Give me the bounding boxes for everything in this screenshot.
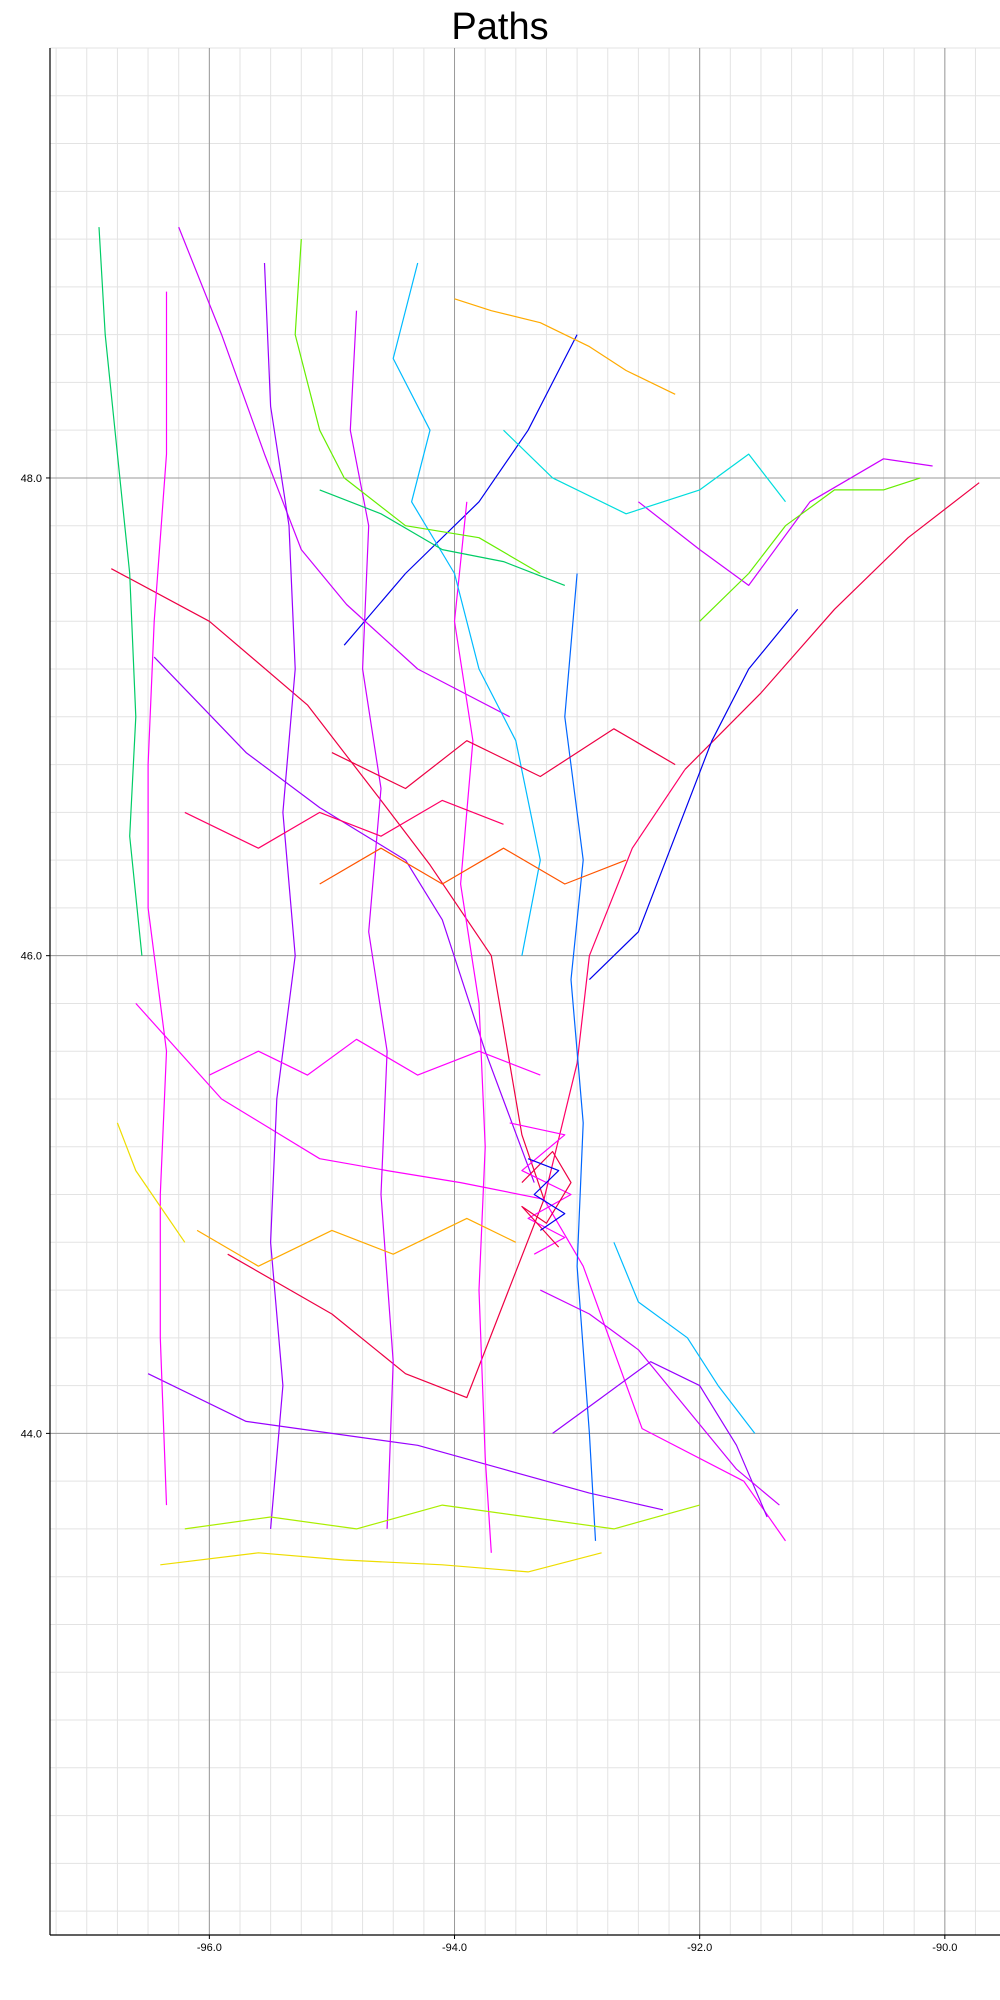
x-tick-label: -90.0 — [932, 1942, 957, 1954]
path-series-14 — [453, 501, 492, 1553]
major-gridlines — [50, 48, 1000, 1935]
x-tick-label: -96.0 — [197, 1942, 222, 1954]
path-series-22 — [196, 1217, 517, 1267]
path-series-2 — [684, 482, 980, 770]
path-series-23 — [319, 847, 627, 885]
path-series-8 — [147, 1373, 664, 1511]
path-series-30 — [184, 799, 504, 849]
path-series-26 — [552, 1361, 768, 1518]
path-series-29 — [209, 1038, 541, 1076]
path-series-34 — [116, 1122, 186, 1243]
path-series-10 — [638, 458, 933, 586]
path-series-1 — [543, 1198, 786, 1542]
tick-labels: -96.0 -94.0 -92.0 -90.0 44.0 46.0 48.0 — [21, 473, 958, 1954]
path-series-25 — [588, 608, 799, 981]
path-series-20 — [184, 1504, 700, 1530]
path-series-31 — [509, 1122, 572, 1255]
path-series-3 — [543, 769, 686, 1200]
path-series-12 — [263, 262, 296, 1529]
path-series-24 — [331, 728, 676, 790]
axes — [49, 48, 1000, 1936]
path-series-5 — [178, 226, 510, 718]
path-series-19 — [294, 239, 541, 575]
y-tick-label: 44.0 — [21, 1428, 42, 1440]
path-series-6 — [135, 1002, 545, 1200]
path-series-4 — [153, 656, 535, 1183]
chart-title: Paths — [451, 6, 549, 48]
y-tick-label: 46.0 — [21, 951, 42, 963]
path-series-37 — [319, 489, 566, 586]
path-series-9 — [343, 334, 578, 646]
path-series-32 — [521, 1150, 572, 1248]
path-series-27 — [540, 1289, 780, 1506]
path-series-17 — [503, 429, 786, 515]
path-series-33 — [527, 1158, 566, 1231]
path-series-35 — [699, 477, 921, 622]
path-series-36 — [454, 298, 676, 395]
path-series-13 — [349, 310, 394, 1529]
path-series-21 — [160, 1552, 602, 1573]
x-tick-label: -94.0 — [442, 1942, 467, 1954]
x-tick-label: -92.0 — [687, 1942, 712, 1954]
path-series-18 — [98, 227, 143, 956]
path-series-7 — [227, 1199, 545, 1399]
path-series-28 — [613, 1242, 756, 1434]
minor-gridlines — [50, 47, 1000, 1935]
path-series-16 — [392, 262, 541, 956]
path-series-15 — [564, 573, 597, 1541]
path-series-11 — [147, 291, 168, 1506]
path-series-0 — [111, 568, 545, 1200]
y-tick-label: 48.0 — [21, 473, 42, 485]
path-series — [98, 226, 980, 1573]
